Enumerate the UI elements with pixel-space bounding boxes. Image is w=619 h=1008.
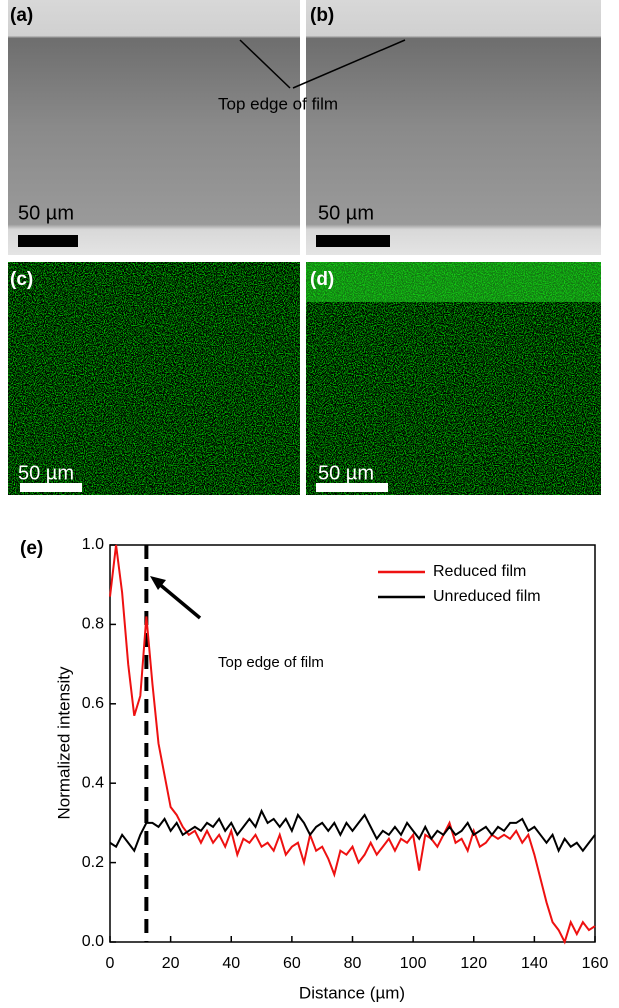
x-tick-label: 100 [400, 955, 427, 972]
y-axis-label: Normalized intensity [54, 666, 73, 820]
y-tick-label: 0.8 [82, 616, 104, 633]
arrow [292, 39, 406, 89]
scale-bar [18, 235, 78, 247]
scale-bar-label: 50 µm [318, 202, 374, 224]
scale-bar-label: 50 µm [318, 462, 374, 484]
y-tick-label: 1.0 [82, 536, 104, 553]
series-line [109, 808, 596, 854]
scale-bar [20, 483, 82, 492]
x-tick-label: 60 [283, 955, 301, 972]
legend-label: Reduced film [433, 563, 526, 580]
arrow-head [150, 576, 166, 590]
x-tick-label: 140 [521, 955, 548, 972]
scale-bar [316, 235, 390, 247]
y-tick-label: 0.2 [82, 854, 104, 871]
scale-bar-label: 50 µm [18, 202, 74, 224]
x-tick-label: 80 [344, 955, 362, 972]
panel-label: (b) [310, 5, 334, 26]
legend-label: Unreduced film [433, 588, 541, 605]
x-tick-label: 120 [460, 955, 487, 972]
panel-label: (a) [10, 5, 33, 26]
eds-map [8, 262, 300, 495]
x-axis-label: Distance (µm) [299, 983, 405, 1002]
y-tick-label: 0.6 [82, 695, 104, 712]
annotation: Top edge of film [218, 94, 338, 113]
panel-label: (c) [10, 269, 33, 290]
x-tick-label: 40 [222, 955, 240, 972]
x-tick-label: 160 [582, 955, 609, 972]
arrow [239, 39, 291, 89]
y-tick-label: 0.0 [82, 933, 104, 950]
panel-label: (e) [20, 538, 43, 559]
scale-bar-label: 50 µm [18, 462, 74, 484]
annotation: Top edge of film [218, 654, 324, 671]
sem-image [306, 0, 601, 255]
sem-image [8, 0, 300, 255]
scale-bar [316, 483, 388, 492]
series-line [109, 544, 596, 945]
eds-top-band [306, 262, 601, 302]
arrow [156, 581, 202, 620]
y-tick-label: 0.4 [82, 774, 104, 791]
panel-label: (d) [310, 269, 334, 290]
x-tick-label: 20 [162, 955, 180, 972]
x-tick-label: 0 [106, 955, 115, 972]
